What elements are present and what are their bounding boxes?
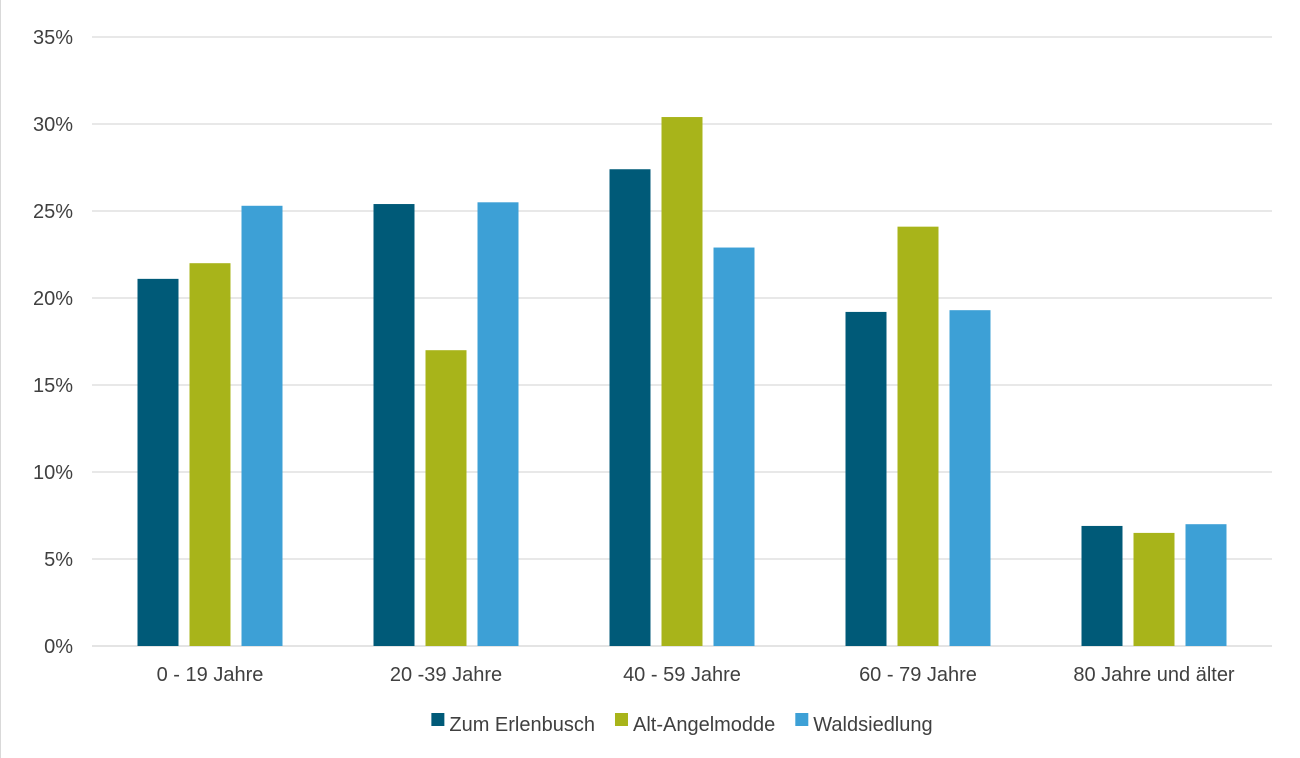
x-tick-label: 40 - 59 Jahre <box>623 664 741 686</box>
y-tick-label: 15% <box>33 375 73 397</box>
bar <box>845 311 887 646</box>
y-tick-label: 10% <box>33 462 73 484</box>
x-tick-label: 20 -39 Jahre <box>390 664 502 686</box>
bar <box>425 350 467 646</box>
bar <box>137 278 179 646</box>
y-tick-label: 35% <box>33 27 73 49</box>
legend-swatch <box>795 713 809 726</box>
y-tick-label: 0% <box>44 636 73 658</box>
bar <box>897 226 939 646</box>
bar <box>1081 525 1123 646</box>
legend-label: Zum Erlenbusch <box>449 714 595 736</box>
legend-label: Waldsiedlung <box>813 714 932 736</box>
bar <box>189 263 231 646</box>
legend-swatch <box>614 713 628 726</box>
y-tick-label: 25% <box>33 201 73 223</box>
y-tick-label: 20% <box>33 288 73 310</box>
y-tick-label: 5% <box>44 549 73 571</box>
x-tick-label: 60 - 79 Jahre <box>859 664 977 686</box>
x-tick-label: 0 - 19 Jahre <box>157 664 264 686</box>
legend-label: Alt-Angelmodde <box>633 714 775 736</box>
legend: Zum Erlenbusch Alt-Angelmodde Waldsiedlung <box>431 713 933 736</box>
bar <box>373 204 415 647</box>
bar <box>1133 532 1175 646</box>
legend-swatch <box>431 713 445 726</box>
x-tick-label: 80 Jahre und älter <box>1073 664 1235 686</box>
bar <box>477 202 519 647</box>
bar <box>713 247 755 647</box>
bar <box>241 205 283 646</box>
bars <box>137 117 1227 647</box>
x-axis-ticks: 0 - 19 Jahre 20 -39 Jahre 40 - 59 Jahre 60 … <box>157 664 1235 686</box>
bar <box>1185 524 1227 646</box>
y-tick-label: 30% <box>33 114 73 136</box>
bar <box>949 310 991 646</box>
bar <box>661 117 703 647</box>
bar <box>609 169 651 647</box>
y-axis-ticks: 0% 5% 10% 15% 20% 25% 30% 35% <box>33 27 73 658</box>
